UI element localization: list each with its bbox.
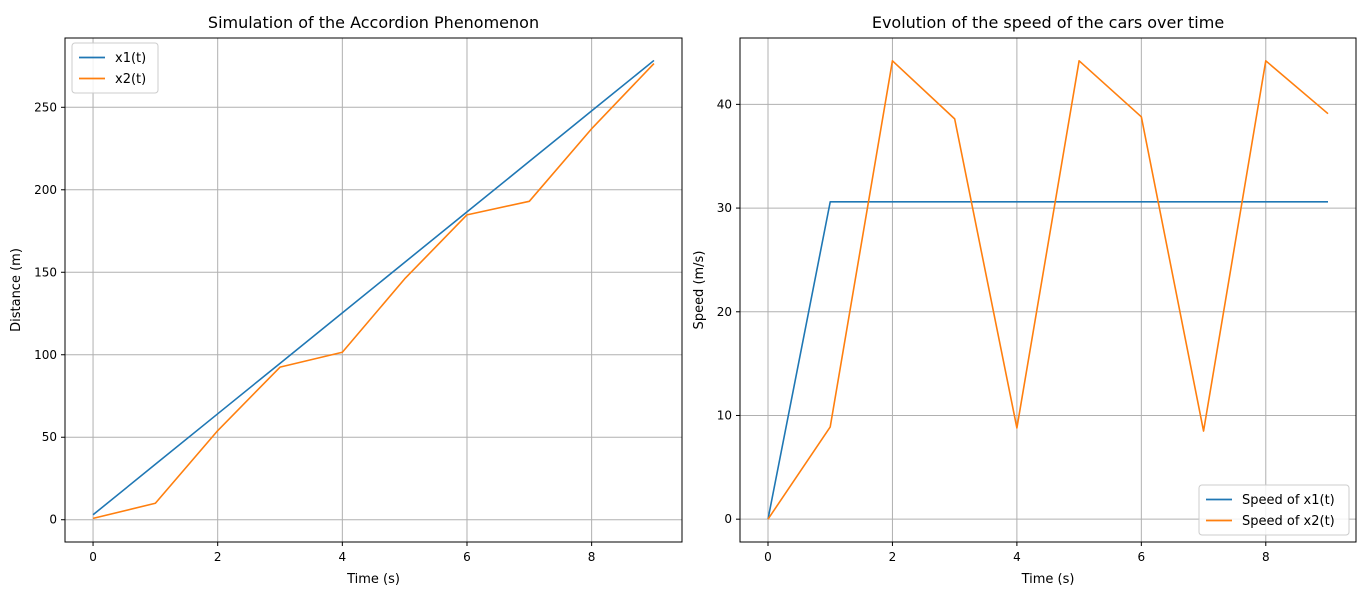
y-tick-label: 30	[717, 201, 732, 215]
x-tick-label: 0	[89, 550, 97, 564]
y-tick-label: 10	[717, 408, 732, 422]
y-tick-label: 150	[34, 265, 57, 279]
x-tick-label: 4	[1013, 550, 1021, 564]
legend-label-speed-of-x2-t: Speed of x2(t)	[1242, 514, 1335, 529]
x-tick-label: 6	[463, 550, 471, 564]
grid	[740, 38, 1356, 542]
x-tick-label: 8	[1262, 550, 1270, 564]
y-tick-label: 200	[34, 183, 57, 197]
legend: Speed of x1(t) Speed of x2(t)	[1198, 484, 1350, 536]
grid	[65, 38, 682, 542]
y-tick-label: 40	[717, 97, 732, 111]
legend-label-speed-of-x1-t: Speed of x1(t)	[1242, 493, 1335, 508]
series-line-x2-t	[92, 63, 655, 520]
legend: x1(t) x2(t)	[71, 42, 159, 94]
plot-frame	[739, 37, 1357, 543]
legend-frame	[71, 42, 159, 94]
y-axis-label: Speed (m/s)	[692, 251, 707, 330]
x-tick-label: 0	[764, 550, 772, 564]
y-tick-label: 100	[34, 348, 57, 362]
x-tick-label: 8	[588, 550, 596, 564]
series-line-x1-t	[92, 59, 655, 516]
x-axis-label: Time (s)	[1021, 572, 1075, 587]
speed-chart: 0 2 4 6 8 0 10 20 30 40 Evolution of the speed of …	[692, 13, 1357, 587]
x-tick-label: 2	[214, 550, 222, 564]
plot-frame	[64, 37, 683, 543]
series-line-speed-of-x2-t	[767, 60, 1329, 520]
legend-frame	[1198, 484, 1350, 536]
legend-label-x1-t: x1(t)	[115, 51, 146, 66]
x-axis-label: Time (s)	[346, 572, 400, 587]
y-tick-label: 0	[724, 512, 732, 526]
y-tick-label: 0	[49, 513, 57, 527]
y-tick-label: 250	[34, 100, 57, 114]
y-axis-label: Distance (m)	[9, 248, 24, 332]
y-tick-label: 50	[42, 430, 57, 444]
chart-title: Evolution of the speed of the cars over …	[872, 13, 1224, 32]
x-tick-label: 6	[1138, 550, 1146, 564]
legend-label-x2-t: x2(t)	[115, 72, 146, 87]
x-tick-label: 2	[889, 550, 897, 564]
y-tick-label: 20	[717, 305, 732, 319]
distance-chart: 0 2 4 6 8 0 50 100 150 200 250 Simulation of the Ac…	[9, 13, 683, 587]
chart-title: Simulation of the Accordion Phenomenon	[208, 13, 539, 32]
x-tick-label: 4	[339, 550, 347, 564]
series-line-speed-of-x1-t	[767, 201, 1328, 520]
